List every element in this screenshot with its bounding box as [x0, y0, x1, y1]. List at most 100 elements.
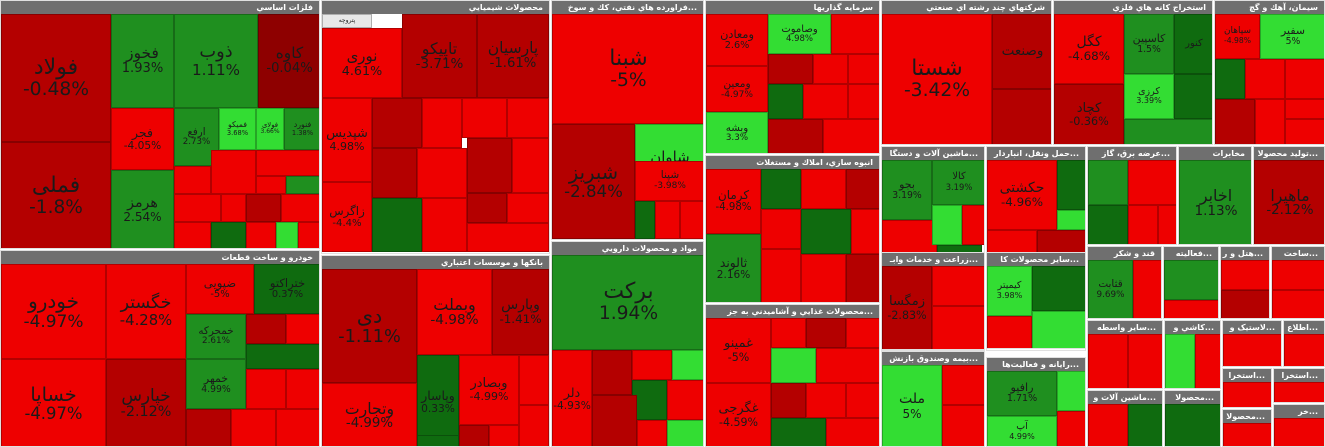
stock-tile[interactable]	[1285, 99, 1324, 119]
stock-tile[interactable]	[803, 84, 848, 119]
stock-tile[interactable]	[256, 150, 319, 176]
stock-tile[interactable]	[932, 205, 962, 245]
stock-tile[interactable]	[1165, 404, 1220, 446]
stock-tile[interactable]: کرمان -4.98%	[706, 169, 761, 234]
stock-tile[interactable]: دی -1.11%	[322, 269, 417, 383]
sector-title[interactable]: قند و شكر	[1088, 247, 1161, 260]
stock-tile[interactable]: اخابر 1.13%	[1179, 160, 1251, 244]
stock-tile[interactable]: کاسپین 1.5%	[1124, 14, 1174, 74]
stock-tile[interactable]	[768, 119, 823, 153]
sector-title[interactable]: ...كاشي و	[1165, 321, 1220, 334]
stock-tile[interactable]: ومعین -4.97%	[706, 66, 768, 112]
sector-title[interactable]: ...محصولا	[1223, 410, 1271, 423]
stock-tile[interactable]	[1057, 371, 1085, 411]
stock-tile[interactable]	[246, 369, 286, 409]
stock-tile[interactable]	[286, 314, 319, 344]
stock-tile[interactable]: وبشه 3.3%	[706, 112, 768, 153]
stock-tile[interactable]	[459, 425, 489, 446]
stock-tile[interactable]	[1245, 59, 1285, 99]
stock-tile[interactable]	[231, 409, 276, 446]
stock-tile[interactable]: آپ 4.99%	[987, 416, 1057, 446]
stock-tile[interactable]: خگستر -4.28%	[106, 264, 186, 359]
sector-title[interactable]: شركتهاي چند رشته اي صنعتي	[882, 1, 1051, 14]
stock-tile[interactable]: هرمز 2.54%	[111, 170, 174, 248]
stock-tile[interactable]	[211, 150, 256, 194]
stock-tile[interactable]: غمینو -5%	[706, 318, 771, 383]
stock-tile[interactable]	[372, 98, 422, 148]
stock-tile[interactable]	[1164, 260, 1218, 300]
stock-tile[interactable]	[1128, 205, 1158, 244]
sector-title[interactable]: ...توليد محصولا	[1254, 147, 1324, 160]
stock-tile[interactable]	[942, 365, 984, 405]
sector-title[interactable]: ...عرضه برق، گاز	[1088, 147, 1176, 160]
sector-title[interactable]: فلزات اساسي	[1, 1, 319, 14]
stock-tile[interactable]: فخوز 1.93%	[111, 14, 174, 108]
stock-tile[interactable]	[632, 350, 672, 380]
stock-tile[interactable]	[1272, 290, 1324, 318]
stock-tile[interactable]	[848, 54, 879, 84]
stock-tile[interactable]	[298, 222, 319, 248]
stock-tile[interactable]	[1032, 311, 1085, 348]
stock-tile[interactable]	[1223, 382, 1271, 407]
stock-tile[interactable]	[1272, 260, 1324, 290]
stock-tile[interactable]: سفیر 5%	[1260, 14, 1324, 59]
stock-tile[interactable]	[1174, 74, 1212, 119]
stock-tile[interactable]	[823, 119, 879, 153]
stock-tile[interactable]: تاپیکو -3.71%	[402, 14, 477, 98]
stock-tile[interactable]: ذوب 1.11%	[174, 14, 258, 108]
stock-tile[interactable]	[467, 193, 507, 223]
stock-tile[interactable]: شپنا -3.98%	[635, 161, 703, 201]
sector-title[interactable]: مواد و محصولات دارويي	[552, 242, 703, 255]
stock-tile[interactable]	[1285, 59, 1324, 99]
stock-tile[interactable]: ثالوند 2.16%	[706, 234, 761, 302]
stock-tile[interactable]: فملی -1.8%	[1, 142, 111, 248]
stock-tile[interactable]	[771, 418, 826, 446]
sector-title[interactable]: ...بيمه وصندوق بازنش	[882, 352, 984, 365]
stock-tile[interactable]: پارسیان -1.61%	[477, 14, 549, 98]
stock-tile[interactable]: کیمیتر 3.98%	[987, 266, 1032, 316]
sector-title[interactable]: ...رايانه و فعاليت‌ها	[987, 358, 1085, 371]
sector-title[interactable]: سيمان، آهك و گچ	[1215, 1, 1324, 14]
stock-tile[interactable]	[372, 148, 417, 198]
stock-tile[interactable]	[1274, 382, 1324, 402]
stock-tile[interactable]: کگل -4.68%	[1054, 14, 1124, 84]
sector-title[interactable]: سرمايه گذاريها	[706, 1, 879, 14]
stock-tile[interactable]	[1255, 99, 1285, 144]
stock-tile[interactable]	[489, 425, 519, 446]
stock-tile[interactable]: نوری 4.61%	[322, 28, 402, 98]
stock-tile[interactable]	[992, 89, 1051, 144]
stock-tile[interactable]: خمهر 4.99%	[186, 359, 246, 409]
stock-tile[interactable]: غگرجی -4.59%	[706, 383, 771, 446]
stock-tile[interactable]: ومعادن 2.6%	[706, 14, 768, 66]
stock-tile[interactable]	[846, 169, 879, 209]
stock-tile[interactable]	[417, 148, 467, 198]
sector-title[interactable]: ...استخرا	[1223, 369, 1271, 382]
stock-tile[interactable]	[1215, 59, 1245, 99]
stock-tile[interactable]	[1088, 160, 1128, 205]
stock-tile[interactable]: وصاموت 4.98%	[768, 14, 831, 54]
stock-tile[interactable]	[768, 84, 803, 119]
stock-tile[interactable]: رافیو 1.71%	[987, 371, 1057, 416]
stock-tile[interactable]	[1128, 160, 1176, 205]
stock-tile[interactable]	[1124, 119, 1212, 144]
stock-tile[interactable]: ملت 5%	[882, 365, 942, 446]
stock-tile[interactable]	[672, 350, 703, 380]
stock-tile[interactable]: وصنعت	[992, 14, 1051, 89]
stock-tile[interactable]: فنورد 1.38%	[284, 108, 319, 150]
stock-tile[interactable]: ختراکتو 0.37%	[254, 264, 319, 314]
stock-tile[interactable]	[1088, 404, 1128, 446]
stock-tile[interactable]	[771, 383, 806, 418]
stock-tile[interactable]	[1285, 119, 1324, 144]
stock-tile[interactable]	[801, 209, 851, 254]
stock-tile[interactable]	[761, 209, 801, 249]
stock-tile[interactable]	[1128, 404, 1162, 446]
sector-title[interactable]: ...هتل و ر	[1221, 247, 1269, 260]
sector-title[interactable]: ...فعاليته	[1164, 247, 1218, 260]
sector-title[interactable]: ...فراورده هاي نفتي، كك و سوخ	[552, 1, 703, 14]
sector-title[interactable]: ...ساخت	[1272, 247, 1324, 260]
stock-tile[interactable]: خودرو -4.97%	[1, 264, 106, 359]
stock-tile[interactable]	[846, 254, 879, 302]
stock-tile[interactable]	[422, 198, 467, 252]
stock-tile[interactable]	[806, 318, 846, 348]
sector-title[interactable]: انبوه سازي، املاك و مستغلات	[706, 156, 879, 169]
